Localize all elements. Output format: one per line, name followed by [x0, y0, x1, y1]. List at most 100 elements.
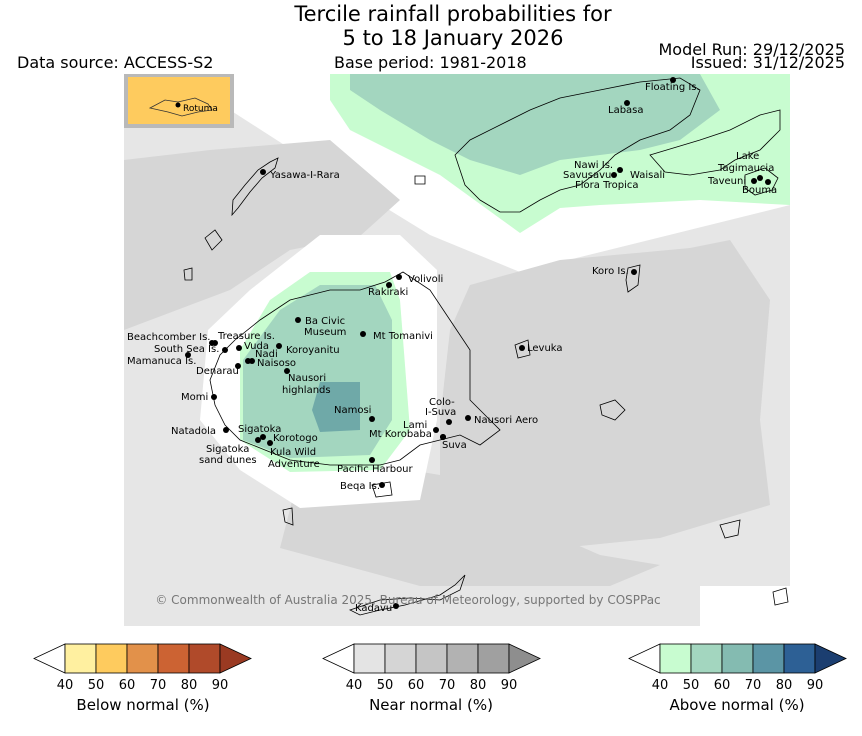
- legend-below-tick-label: 40: [57, 678, 74, 693]
- island-coast-5: [282, 507, 294, 526]
- legend-near-swatch: [415, 643, 448, 674]
- place-marker: [209, 340, 215, 346]
- place-label: Bouma: [742, 185, 777, 196]
- legend-above-title: Above normal (%): [669, 696, 805, 714]
- place-marker: [369, 416, 375, 422]
- place-label: Denarau: [196, 366, 239, 377]
- place-label: Ba Civic: [305, 316, 345, 327]
- legend-below-tick-label: 50: [88, 678, 105, 693]
- ovalau-coast: [514, 339, 531, 359]
- place-marker: [369, 457, 375, 463]
- island-coast-1: [204, 229, 223, 251]
- place-marker: [670, 77, 676, 83]
- legend-near-tick-label: 50: [377, 678, 394, 693]
- place-marker: [235, 363, 241, 369]
- place-label: Adventure: [268, 459, 320, 470]
- near-normal-patch-east: [440, 240, 770, 548]
- place-marker: [249, 358, 255, 364]
- legend-above-swatch: [752, 643, 785, 674]
- near-normal-patch-west: [124, 140, 400, 330]
- legend-below-swatch: [95, 643, 128, 674]
- legend-near-tick-label: 60: [408, 678, 425, 693]
- place-marker: [260, 169, 266, 175]
- vanua-levu-east-coast: [649, 109, 781, 176]
- legend-below-tick-label: 90: [212, 678, 229, 693]
- place-marker: [440, 434, 446, 440]
- legend-below-swatch: [64, 643, 97, 674]
- place-label: Lami: [403, 420, 427, 431]
- legend-near-left-arrow: [322, 643, 355, 674]
- place-marker: [276, 343, 282, 349]
- legend-near-tick-label: 40: [346, 678, 363, 693]
- base-period: Base period: 1981-2018: [334, 53, 527, 72]
- place-label: I-Suva: [425, 407, 456, 418]
- place-marker: [295, 317, 301, 323]
- above-normal-central-dark: [312, 382, 360, 432]
- place-label: Savusavu: [563, 170, 611, 181]
- legend-above-swatch: [690, 643, 723, 674]
- title-line-1: Tercile rainfall probabilities for: [294, 2, 612, 26]
- white-band-se: [700, 586, 790, 626]
- place-label: Kadavu: [355, 603, 392, 614]
- place-labels: Floating Is. Labasa Nawi Is.Savusavu Waisal…: [127, 77, 777, 614]
- place-marker: [765, 179, 771, 185]
- vanua-levu-coast: [454, 77, 701, 213]
- place-label: Mt Korobaba: [369, 429, 432, 440]
- place-label: Kula Wild: [270, 447, 316, 458]
- place-label: Nawi Is.: [574, 160, 613, 171]
- rotuma-coast: [148, 97, 213, 117]
- island-coast-2: [183, 267, 193, 281]
- legend-below-swatch: [126, 643, 159, 674]
- title-line-2: 5 to 18 January 2026: [342, 26, 564, 50]
- place-label: Vuda: [244, 341, 269, 352]
- place-marker: [396, 274, 402, 280]
- place-label: Mamanuca Is.: [127, 356, 196, 367]
- place-marker: [757, 175, 763, 181]
- legend-below-title: Below normal (%): [76, 696, 210, 714]
- place-label: Mt Tomanivi: [373, 331, 433, 342]
- place-marker: [631, 269, 637, 275]
- yasawa-coast: [231, 157, 279, 217]
- legend-above-swatch: [659, 643, 692, 674]
- place-marker: [433, 427, 439, 433]
- place-label: Levuka: [527, 343, 563, 354]
- near-normal-patch-sw: [124, 580, 240, 626]
- place-marker: [255, 437, 261, 443]
- place-label: sand dunes: [199, 455, 257, 466]
- island-coast-6: [414, 175, 426, 185]
- place-marker: [751, 178, 757, 184]
- legend-near-tick-label: 90: [501, 678, 518, 693]
- legend-near-swatch: [353, 643, 386, 674]
- place-marker: [465, 415, 471, 421]
- legend-near-tick-label: 70: [439, 678, 456, 693]
- place-label: Koroyanitu: [286, 345, 340, 356]
- rotuma-marker: [175, 102, 181, 108]
- place-marker: [519, 345, 525, 351]
- place-label: Volivoli: [408, 274, 443, 285]
- place-marker: [624, 100, 630, 106]
- place-marker: [236, 345, 242, 351]
- place-label: Nadi: [255, 349, 278, 360]
- above-normal-north-medium: [350, 74, 720, 175]
- chart-title: Tercile rainfall probabilities for 5 to …: [0, 2, 862, 50]
- place-label: Floating Is.: [645, 82, 700, 93]
- place-label: Sigatoka: [238, 424, 281, 435]
- legend-below-swatch: [188, 643, 221, 674]
- place-marker: [284, 368, 290, 374]
- legend-below-tick-label: 70: [150, 678, 167, 693]
- legend-above-tick-label: 50: [683, 678, 700, 693]
- model-run: Model Run: 29/12/2025: [658, 40, 846, 59]
- place-label: Beqa Is.: [340, 481, 380, 492]
- legends: 40 50 60 70 80 90 40 50 60 70 80 90 40 50 60 70 80 90: [33, 643, 847, 693]
- island-coast-4: [719, 519, 741, 539]
- legend-above-tick-label: 80: [776, 678, 793, 693]
- legend-near-swatch: [446, 643, 479, 674]
- data-source: Data source: ACCESS-S2: [17, 53, 214, 72]
- place-label: Suva: [442, 440, 467, 451]
- place-marker: [267, 440, 273, 446]
- place-label: Rakiraki: [368, 287, 408, 298]
- place-label: Nausori: [288, 373, 326, 384]
- legend-near-swatch: [384, 643, 417, 674]
- place-label: highlands: [282, 385, 331, 396]
